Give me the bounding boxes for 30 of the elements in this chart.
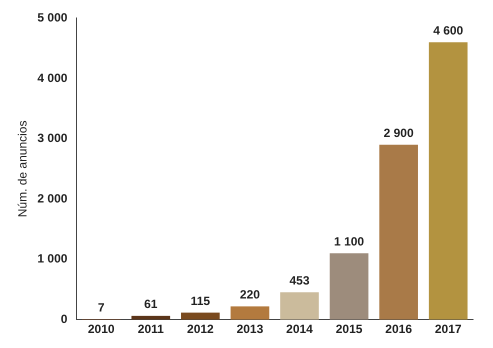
x-tick-label: 2016 [385, 322, 412, 336]
data-label: 1 100 [334, 234, 364, 249]
data-label: 453 [289, 274, 310, 288]
y-tick-label: 0 [60, 312, 68, 326]
bar [131, 316, 170, 320]
bar [181, 312, 220, 320]
data-label: 2 900 [384, 126, 414, 140]
x-tick-label: 2010 [88, 322, 115, 336]
y-tick-label: 4 000 [37, 70, 68, 85]
bar [330, 253, 368, 320]
y-axis-title: Núm. de anuncios [16, 120, 30, 218]
bar [280, 292, 319, 320]
data-label: 7 [98, 300, 105, 314]
data-label: 115 [190, 294, 210, 308]
x-tick-label: 2013 [236, 322, 264, 336]
data-label: 220 [240, 288, 260, 302]
x-tick-label: 2015 [336, 322, 363, 336]
y-tick-label: 2 000 [37, 191, 68, 206]
x-tick-label: 2011 [138, 322, 164, 336]
bar [379, 144, 418, 320]
x-tick-label: 2017 [434, 322, 462, 336]
x-tick-label: 2012 [187, 322, 214, 336]
data-label: 61 [144, 297, 158, 312]
x-tick-label: 2014 [286, 322, 314, 336]
y-tick-label: 3 000 [37, 131, 68, 146]
data-label: 4 600 [433, 24, 464, 38]
y-tick-label: 5 000 [37, 10, 68, 25]
bar [428, 42, 468, 320]
y-tick-label: 1 000 [37, 252, 68, 266]
bar [230, 306, 270, 320]
